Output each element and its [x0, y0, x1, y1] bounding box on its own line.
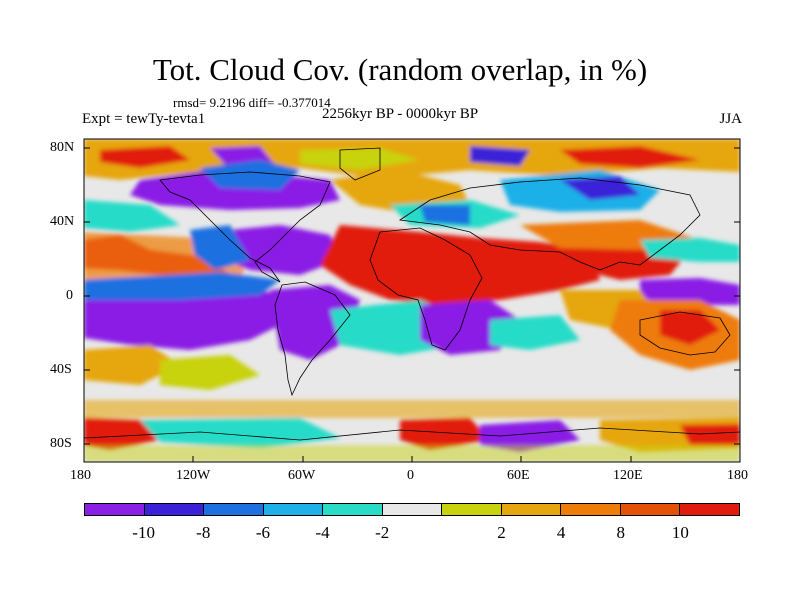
field-northpacific-cyan	[84, 200, 180, 232]
colorbar-swatch	[85, 504, 145, 515]
lat-label-40n: 40N	[50, 214, 75, 229]
coastline-antarctica	[84, 427, 740, 441]
field-antarctic-yellow	[84, 445, 740, 462]
colorbar-swatch	[501, 504, 562, 515]
field-arctic-red1	[100, 146, 190, 168]
colorbar-tick-label: 2	[497, 523, 506, 542]
field-wpacific-cyan	[640, 238, 740, 262]
field-antarctic-cyan	[140, 418, 340, 448]
colorbar-swatch	[382, 504, 443, 515]
coastline-africa	[369, 227, 483, 351]
field-southernocean-orange	[84, 400, 740, 418]
coastline-south-america	[274, 281, 351, 397]
lon-label-0: 0	[407, 468, 414, 483]
field-africa-red	[320, 225, 600, 305]
colorbar-tick-label: -2	[375, 523, 390, 542]
period-label: 2256kyr BP - 0000kyr BP	[322, 106, 479, 122]
field-antarctic-red-east	[680, 424, 740, 445]
lon-ticks	[83, 456, 741, 462]
field-australia-red	[660, 310, 720, 345]
colorbar-tick-label: -10	[132, 523, 155, 542]
colorbar-tick-label: -8	[196, 523, 211, 542]
map-title: Tot. Cloud Cov. (random overlap, in %)	[152, 52, 648, 87]
field-spacific-yellow	[160, 355, 260, 390]
colorbar-tick-label: 10	[671, 523, 689, 542]
field-wpacific-purple	[640, 278, 740, 305]
lon-label-120e: 120E	[613, 468, 643, 483]
colorbar-swatch	[561, 504, 621, 515]
field-antarctic-red-west	[84, 418, 160, 450]
field-spacific-orange	[84, 345, 180, 385]
field-europe-blue	[420, 205, 470, 225]
season-label: JJA	[719, 111, 742, 127]
colorbar-swatch	[323, 504, 383, 515]
colorbar-tick-label: -4	[315, 523, 330, 542]
lat-label-0: 0	[66, 288, 73, 303]
colorbar-tick-label: -6	[255, 523, 270, 542]
field-arctic-red2	[560, 146, 700, 168]
colorbar-swatch	[204, 504, 264, 515]
colorbar-tick-label: 8	[616, 523, 625, 542]
lon-label-60e: 60E	[507, 468, 530, 483]
colorbar-swatch	[680, 504, 740, 515]
field-centralamerica-blue	[190, 225, 250, 270]
coastline-north-america	[159, 171, 331, 283]
lat-label-80n: 80N	[50, 140, 75, 155]
colorbar-swatch	[442, 504, 502, 515]
field-arctic-yellow	[300, 148, 420, 170]
colorbar-swatch	[263, 504, 324, 515]
field-indianocean-cyan	[490, 315, 580, 350]
stats-text: rmsd= 9.2196 diff= -0.377014	[173, 95, 331, 110]
field-antarctic-red-mid	[400, 418, 490, 450]
coastline-australia	[639, 311, 731, 356]
lon-label-180w: 180	[70, 468, 91, 483]
experiment-label: Expt = tewTy-tevta1	[82, 111, 206, 127]
map-field	[84, 139, 740, 462]
lat-ticks	[84, 147, 740, 445]
lon-label-120w: 120W	[176, 468, 211, 483]
lat-label-80s: 80S	[50, 436, 72, 451]
field-namerica-blue	[200, 160, 300, 190]
coastlines	[84, 147, 740, 441]
field-antarctic-purple	[480, 420, 580, 452]
colorbar-swatch	[144, 504, 205, 515]
colorbar-swatch	[620, 504, 681, 515]
field-centralamerica-purple	[210, 225, 340, 275]
coastline-eurasia	[398, 177, 701, 271]
colorbar	[84, 503, 740, 516]
field-eqpacific-blue	[84, 272, 280, 300]
lon-label-180e: 180	[727, 468, 748, 483]
field-arctic-purple2	[470, 146, 530, 166]
coastline-greenland	[339, 147, 381, 181]
field-samerica-purple	[270, 285, 360, 360]
lat-label-40s: 40S	[50, 362, 72, 377]
lon-label-60w: 60W	[288, 468, 316, 483]
colorbar-tick-label: 4	[556, 523, 566, 542]
field-asia-purple	[560, 176, 640, 200]
